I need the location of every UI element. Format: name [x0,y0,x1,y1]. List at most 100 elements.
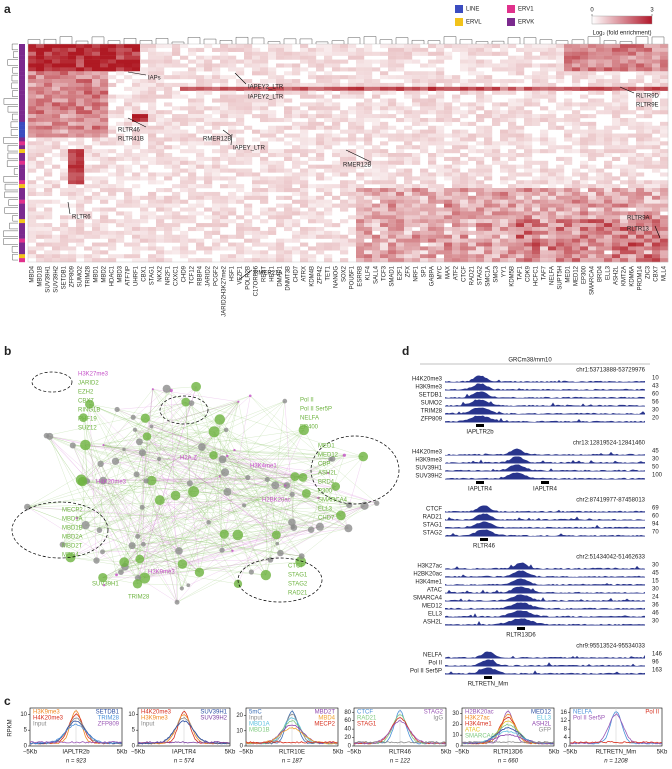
heatmap-cell [36,55,45,60]
heatmap-cell [396,184,405,189]
heatmap-cell [516,223,525,228]
heatmap-cell [484,98,493,103]
heatmap-cell [364,199,373,204]
heatmap-cell [620,63,629,68]
edge [159,455,214,460]
signal-track [445,464,645,472]
edge [124,455,345,567]
heatmap-cell [100,226,109,232]
heatmap-cell [588,188,597,193]
edge [151,426,295,477]
legend-label: H2BK20ac [465,710,494,716]
heatmap-cell [364,110,373,115]
dendrogram [651,36,665,44]
heatmap-cell [92,90,101,95]
heatmap-cell [444,133,453,138]
heatmap-cell [484,238,493,243]
heatmap-cell [140,176,149,181]
network-label: PHF19 [78,417,97,423]
heatmap-cell [140,234,149,239]
heatmap-cell [356,191,365,197]
heatmap-cell [348,47,357,52]
profile-curve [137,741,230,744]
heatmap-cell [100,176,109,181]
heatmap-cell [572,242,581,247]
heatmap-cell [316,242,325,247]
heatmap-cell [364,242,373,247]
heatmap-cell [612,188,621,193]
heatmap-cell [444,230,453,235]
heatmap-cell [348,153,357,158]
heatmap-cell [84,63,93,68]
heatmap-cell [460,238,469,243]
legend-label: RAD21 [357,716,377,722]
edge [81,479,200,573]
heatmap-cell [92,242,101,247]
heatmap-cell [372,172,381,177]
heatmap-cell [292,51,301,56]
heatmap-cell [644,246,653,251]
heatmap-cell [484,47,493,52]
heatmap-cell [652,195,661,200]
heatmap-cell [260,79,269,84]
heatmap-cell [260,219,269,224]
heatmap-cell [564,184,573,189]
heatmap-cell [92,246,101,251]
heatmap-cell [356,234,365,239]
cluster-outline [159,395,209,425]
heatmap-cell [292,191,301,197]
node [102,583,106,587]
network-label: MED1 [318,444,335,450]
heatmap-cell [396,238,405,243]
heatmap-cell [588,141,597,146]
edge [151,426,183,565]
heatmap-cell [580,133,589,138]
heatmap-cell [100,180,109,185]
heatmap-cell [612,149,621,154]
column-label: DMAP1 [278,265,284,286]
edge [103,458,160,481]
heatmap-cell [388,211,397,216]
heatmap-cell [172,156,181,161]
heatmap-cell [460,250,469,255]
heatmap-cell [564,133,573,138]
heatmap-cell [444,102,453,107]
heatmap-cell [476,258,485,263]
edge [62,463,101,545]
heatmap-cell [428,164,437,169]
heatmap-cell [44,141,53,146]
heatmap-cell [68,86,77,91]
heatmap-cell [588,250,597,255]
heatmap-cell [492,199,501,204]
edge [138,559,271,579]
heatmap-cell [412,51,421,56]
heatmap-cell [332,153,341,158]
heatmap-cell [460,188,469,193]
heatmap-cell [332,75,341,80]
heatmap-cell [564,137,573,142]
heatmap-cell [124,211,133,216]
heatmap-cell [164,207,173,212]
heatmap-cell [452,98,461,103]
heatmap-cell [84,145,93,150]
heatmap-cell [300,172,309,177]
heatmap-cell [44,156,53,161]
heatmap-cell [636,153,645,158]
heatmap-cell [28,180,37,185]
heatmap-cell [540,176,549,181]
heatmap-cell [500,47,509,52]
heatmap-cell [412,203,421,208]
track-max: 50 [652,465,659,471]
heatmap-cell [84,86,93,91]
heatmap-cell [404,199,413,204]
annotation: RLTR41B [118,137,144,143]
heatmap-cell [44,145,53,150]
heatmap-cell [460,176,469,181]
heatmap-cell [444,114,453,119]
heatmap-cell [380,114,389,119]
heatmap-cell [388,215,397,220]
heatmap-cell [548,207,557,212]
heatmap-cell [484,191,493,197]
heatmap-cell [60,44,69,49]
heatmap-cell [396,156,405,161]
